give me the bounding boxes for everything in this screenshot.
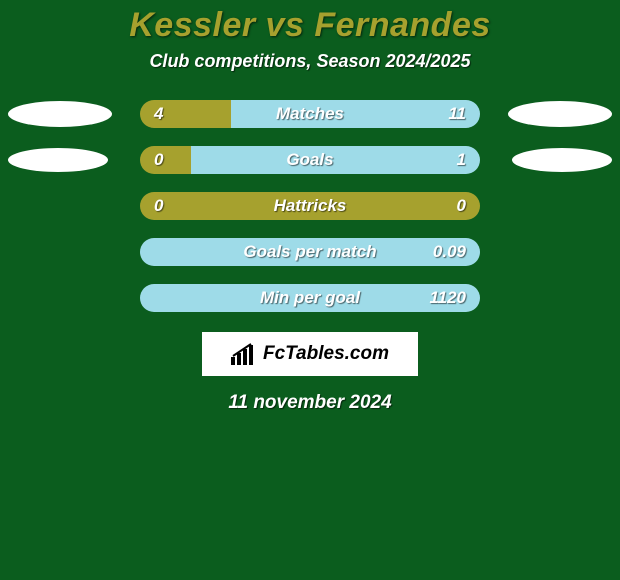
stat-right-value: 1120: [429, 288, 466, 308]
stat-bar: Min per goal 1120: [140, 284, 480, 312]
stat-row: Goals 0 1: [0, 146, 620, 174]
stat-right-value: 11: [448, 104, 466, 124]
stat-bar: Goals per match 0.09: [140, 238, 480, 266]
stat-label: Goals: [286, 150, 333, 170]
stat-bar: Hattricks 0 0: [140, 192, 480, 220]
right-player-ellipse: [512, 148, 612, 172]
stat-row: Hattricks 0 0: [0, 192, 620, 220]
stat-bar-left-fill: [140, 146, 191, 174]
stat-bar: Goals 0 1: [140, 146, 480, 174]
page-title: Kessler vs Fernandes: [0, 6, 620, 45]
stat-bar: Matches 4 11: [140, 100, 480, 128]
stat-row: Goals per match 0.09: [0, 238, 620, 266]
stat-label: Hattricks: [274, 196, 347, 216]
stats-rows: Matches 4 11 Goals 0 1 Hattricks 0 0 Goals per ma…: [0, 100, 620, 312]
comparison-infographic: Kessler vs Fernandes Club competitions, …: [0, 0, 620, 580]
stat-label: Goals per match: [243, 242, 376, 262]
stat-left-value: 4: [154, 104, 163, 124]
stat-left-value: 0: [154, 196, 163, 216]
brand-chart-icon: [231, 343, 257, 365]
stat-label: Min per goal: [260, 288, 360, 308]
stat-right-value: 0.09: [433, 242, 466, 262]
stat-label: Matches: [276, 104, 344, 124]
stat-bar-right-fill: [191, 146, 480, 174]
subtitle: Club competitions, Season 2024/2025: [0, 51, 620, 72]
date-label: 11 november 2024: [0, 392, 620, 414]
stat-bar-right-fill: [231, 100, 480, 128]
right-player-ellipse: [508, 101, 612, 127]
brand-badge: FcTables.com: [202, 332, 418, 376]
stat-row: Min per goal 1120: [0, 284, 620, 312]
stat-right-value: 0: [457, 196, 466, 216]
left-player-ellipse: [8, 148, 108, 172]
stat-row: Matches 4 11: [0, 100, 620, 128]
left-player-ellipse: [8, 101, 112, 127]
brand-label: FcTables.com: [263, 343, 389, 365]
stat-right-value: 1: [457, 150, 466, 170]
stat-left-value: 0: [154, 150, 163, 170]
